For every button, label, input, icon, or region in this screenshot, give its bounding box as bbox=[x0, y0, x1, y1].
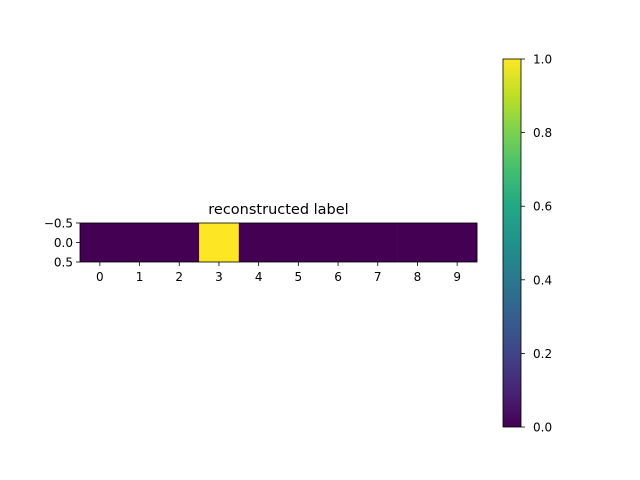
colorbar-tick-label: 0.0 bbox=[533, 421, 552, 435]
x-tick-label: 3 bbox=[215, 270, 223, 284]
x-tick-label: 4 bbox=[255, 270, 263, 284]
heatmap-cell bbox=[318, 223, 359, 262]
heatmap-cell bbox=[119, 223, 160, 262]
heatmap-cell bbox=[357, 223, 398, 262]
heatmap-cells bbox=[80, 223, 478, 262]
colorbar-axis: 0.0 0.2 0.4 0.6 0.8 1.0 bbox=[521, 53, 552, 435]
x-tick-label: 0 bbox=[96, 270, 104, 284]
heatmap-cell bbox=[159, 223, 200, 262]
y-tick-label: 0.0 bbox=[54, 236, 73, 250]
x-tick-label: 9 bbox=[453, 270, 461, 284]
colorbar bbox=[502, 58, 522, 428]
y-tick-label: −0.5 bbox=[44, 217, 73, 231]
colorbar-tick-label: 0.4 bbox=[533, 273, 552, 287]
y-axis: −0.5 0.0 0.5 bbox=[44, 217, 80, 270]
x-axis: 0 1 2 3 4 5 6 7 8 9 bbox=[96, 262, 461, 284]
x-tick-label: 6 bbox=[334, 270, 342, 284]
heatmap-cell bbox=[437, 223, 478, 262]
x-tick-label: 1 bbox=[136, 270, 144, 284]
x-tick-label: 2 bbox=[175, 270, 183, 284]
colorbar-tick-label: 1.0 bbox=[533, 53, 552, 67]
x-tick-label: 7 bbox=[374, 270, 382, 284]
y-tick-label: 0.5 bbox=[54, 256, 73, 270]
heatmap-cell bbox=[238, 223, 279, 262]
colorbar-tick-label: 0.6 bbox=[533, 200, 552, 214]
heatmap-cell bbox=[278, 223, 319, 262]
heatmap-cell bbox=[80, 223, 120, 262]
x-tick-label: 5 bbox=[295, 270, 303, 284]
heatmap-cell bbox=[199, 223, 240, 262]
x-tick-label: 8 bbox=[414, 270, 422, 284]
chart-title: reconstructed label bbox=[208, 202, 348, 218]
colorbar-tick-label: 0.2 bbox=[533, 347, 552, 361]
heatmap-cell bbox=[397, 223, 438, 262]
colorbar-tick-label: 0.8 bbox=[533, 126, 552, 140]
